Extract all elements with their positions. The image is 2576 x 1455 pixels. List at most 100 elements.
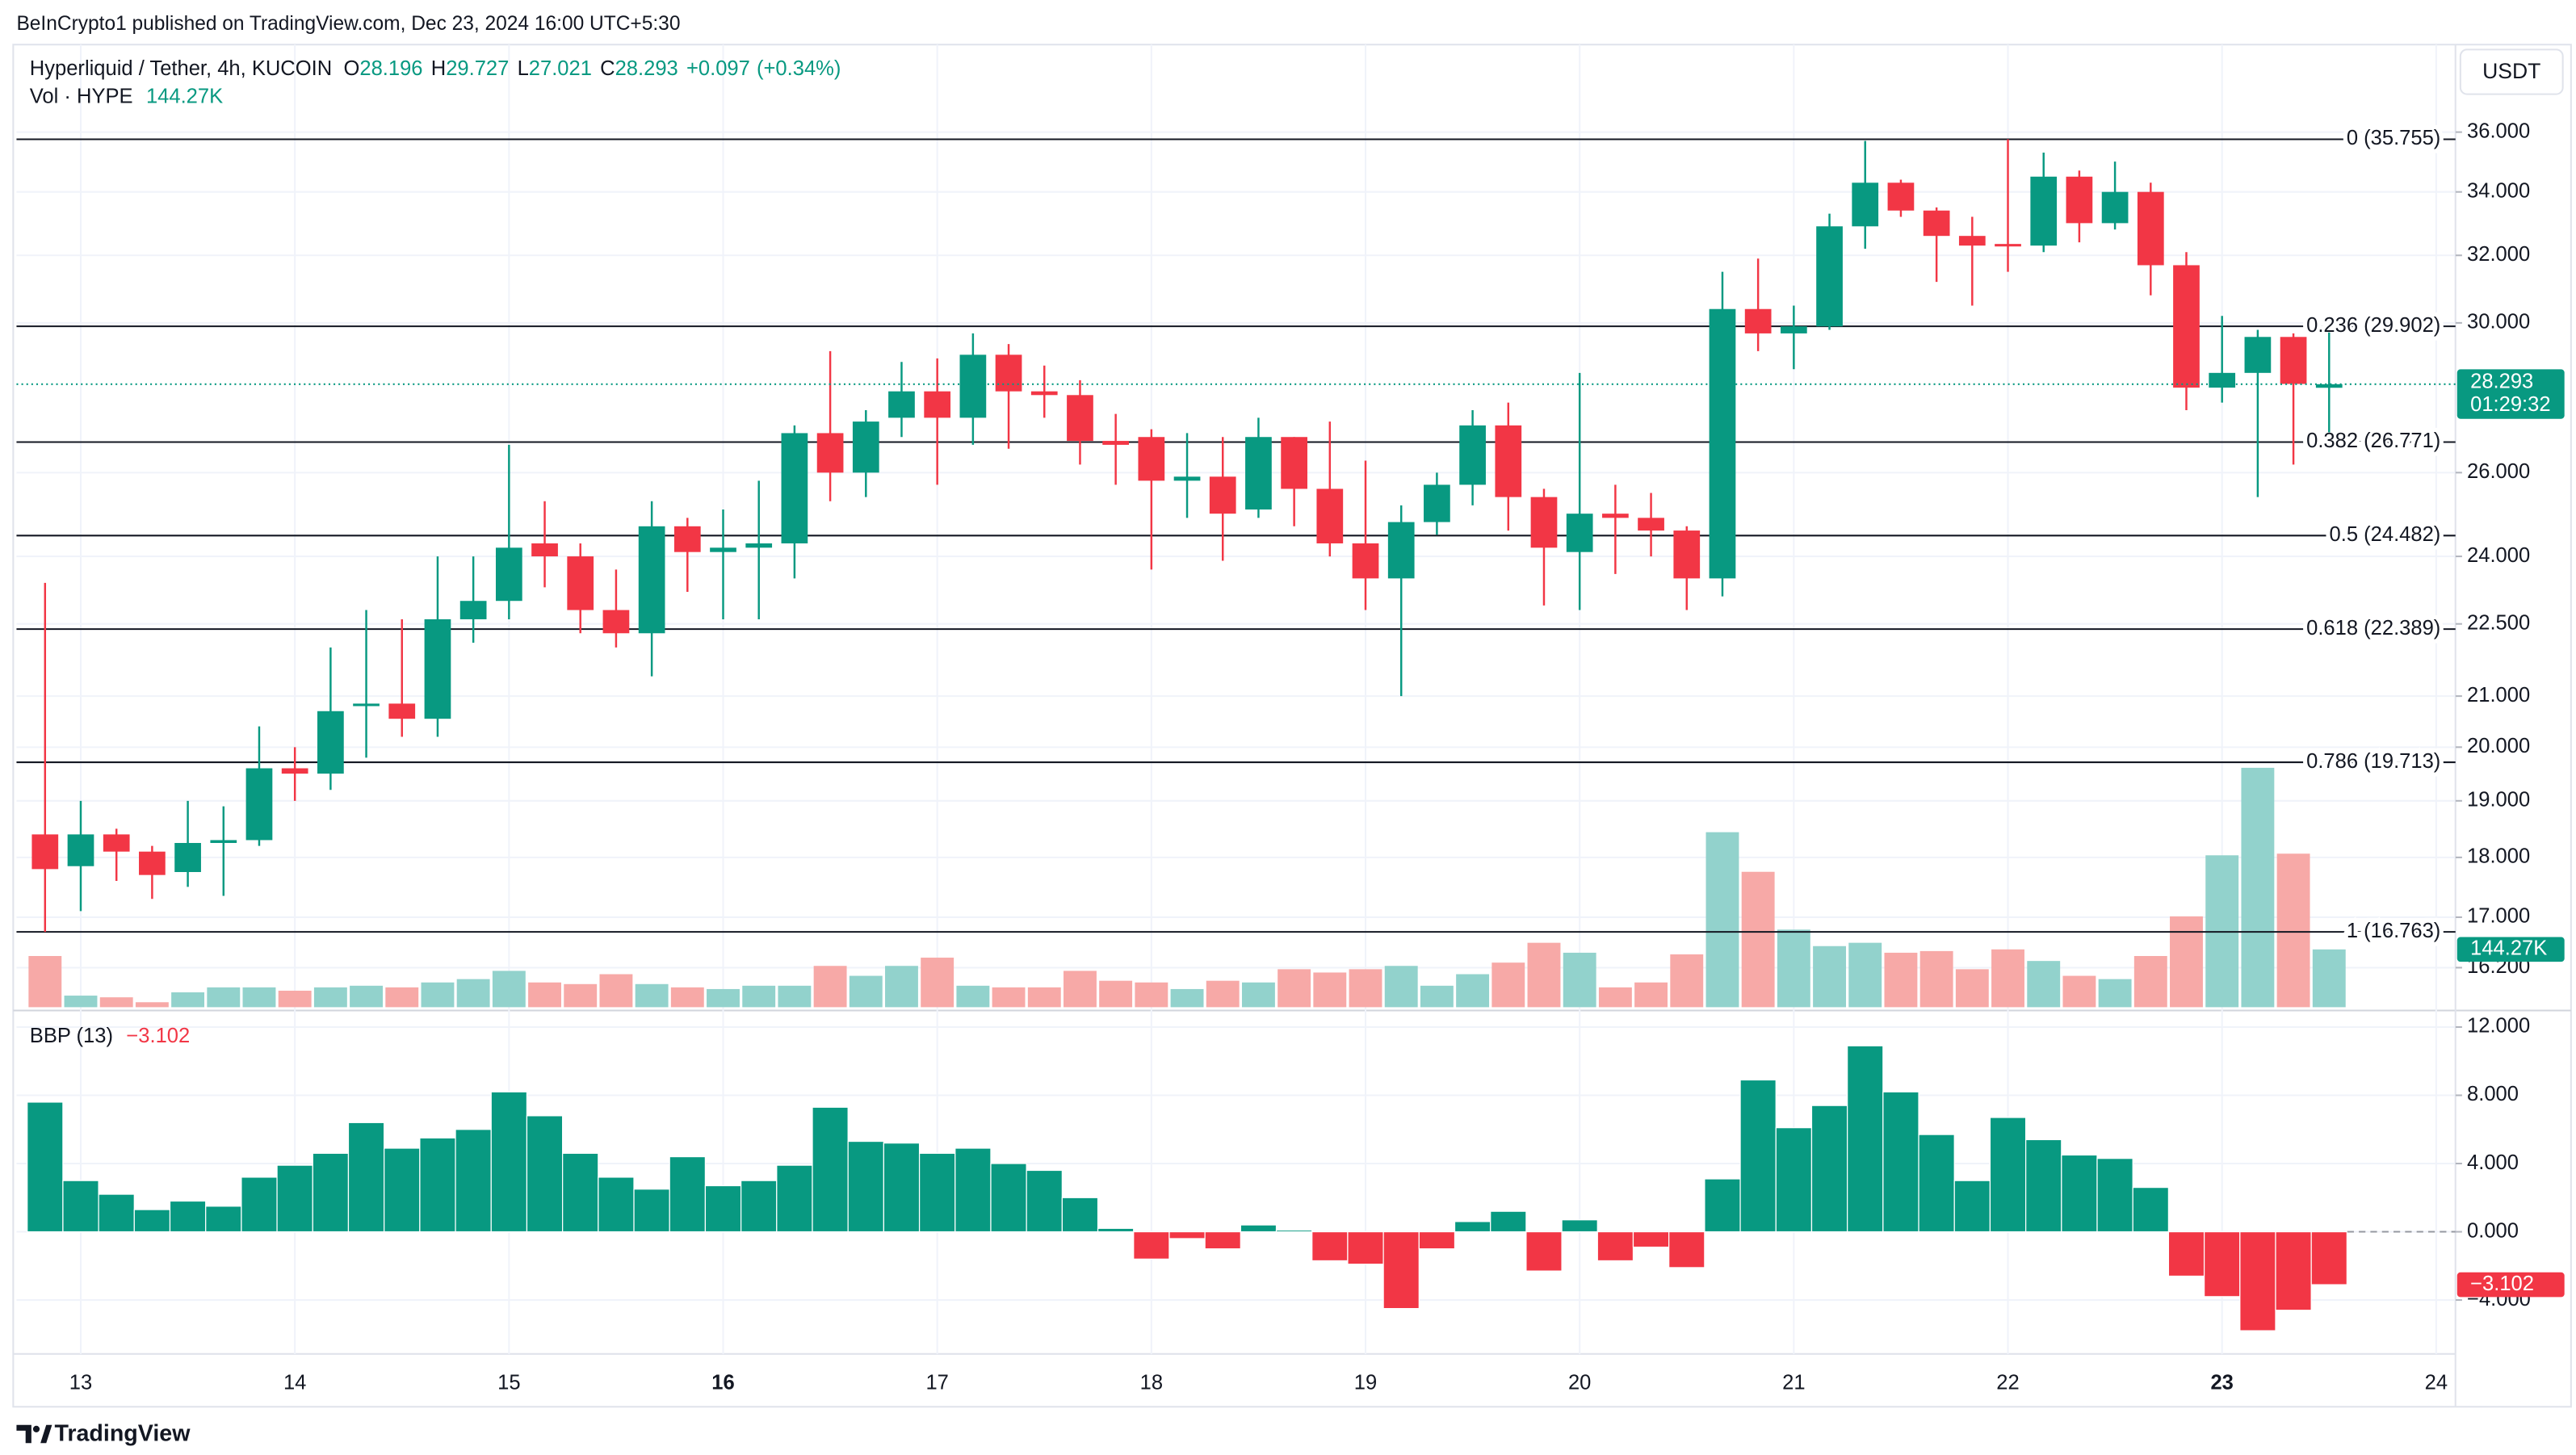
- countdown: 01:29:32: [2470, 393, 2550, 416]
- volume-bar: [1634, 982, 1668, 1008]
- volume-bar: [921, 958, 954, 1008]
- volume-bar: [1384, 966, 1418, 1008]
- volume-bar: [421, 982, 455, 1008]
- bbp-bar: [526, 1115, 564, 1233]
- volume-bar: [135, 1002, 169, 1008]
- bbp-bar: [954, 1147, 992, 1233]
- legend-title: Hyperliquid / Tether, 4h, KUCOIN: [30, 57, 332, 80]
- candle-body: [1459, 425, 1486, 485]
- bbp-bar: [2132, 1186, 2170, 1233]
- bbp-bar: [241, 1176, 278, 1233]
- y-tick-label: 32.000: [2467, 243, 2530, 266]
- volume-bar: [2098, 979, 2132, 1008]
- candles: [31, 139, 2343, 933]
- volume-bar: [99, 997, 133, 1008]
- x-tick-label: 16: [711, 1371, 734, 1394]
- volume-bar: [242, 987, 276, 1008]
- y-tick-label: 22.500: [2467, 611, 2530, 634]
- ohlc-value: 28.293: [615, 57, 678, 80]
- ohlc-value: 27.021: [529, 57, 592, 80]
- candle-body: [1495, 425, 1522, 497]
- bbp-bar: [812, 1106, 849, 1233]
- volume-bar: [1670, 954, 1704, 1008]
- candle-body: [31, 834, 59, 870]
- candle-body: [1387, 522, 1415, 579]
- currency-label[interactable]: USDT: [2482, 59, 2540, 83]
- y-tick-label: 26.000: [2467, 460, 2530, 483]
- logo-icon: [16, 1424, 31, 1444]
- x-tick-label: 19: [1354, 1371, 1377, 1394]
- x-tick-label: 24: [2425, 1371, 2448, 1394]
- y-tick-label: 12.000: [2467, 1015, 2530, 1038]
- bbp-bar: [2275, 1231, 2312, 1311]
- bbp-bar: [1775, 1127, 1813, 1233]
- y-tick-label: 19.000: [2467, 789, 2530, 811]
- volume-bar: [1741, 871, 1775, 1008]
- candle-body: [1923, 210, 1950, 237]
- candle-body: [1030, 391, 1058, 396]
- volume-bar: [1420, 985, 1454, 1008]
- volume-bar: [171, 992, 205, 1008]
- bbp-title: BBP (13): [30, 1025, 113, 1047]
- bbp-bar: [1026, 1169, 1063, 1233]
- candle-body: [67, 834, 94, 866]
- bbp-bar: [1668, 1231, 1705, 1268]
- bbp-bar: [1632, 1231, 1670, 1248]
- candle-body: [1958, 236, 1986, 246]
- logo-icon: [32, 1425, 40, 1432]
- bbp-bar: [704, 1185, 742, 1233]
- volume-bar: [670, 987, 704, 1008]
- bbp-bar: [1418, 1231, 1456, 1250]
- bbp-bar: [1953, 1180, 1991, 1233]
- frame: [12, 44, 2572, 1408]
- volume-bar: [1848, 942, 1882, 1008]
- bbp-tag-label: −3.102: [2470, 1273, 2534, 1295]
- bbp-bar: [1561, 1219, 1598, 1233]
- volume-bar: [813, 966, 847, 1008]
- candle-body: [816, 433, 844, 473]
- bbp-bar: [1847, 1045, 1884, 1233]
- plot-area: 13 14 15 16 17 18 19 20 21 22 23 24 36.000 34.000 32.0…: [16, 44, 2565, 1394]
- volume-bar: [528, 982, 561, 1008]
- bbp-bar: [1596, 1231, 1634, 1262]
- volume-bar: [1241, 982, 1275, 1008]
- change-percent: (+0.34%): [757, 57, 841, 80]
- candle-body: [995, 354, 1022, 392]
- y-tick-label: 18.000: [2467, 845, 2530, 868]
- fib-label: 1 (16.763): [2347, 920, 2440, 942]
- volume-bar: [742, 985, 776, 1008]
- candle-body: [139, 851, 166, 875]
- bbp-bar: [562, 1152, 599, 1233]
- candle-body: [245, 768, 273, 841]
- volume-bar: [1099, 980, 1133, 1008]
- y-tick-label: 30.000: [2467, 311, 2530, 333]
- x-tick-label: 15: [497, 1371, 520, 1394]
- bbp-bar: [62, 1180, 99, 1233]
- bbp-bars: [27, 1045, 2347, 1331]
- fib-label: 0.5 (24.482): [2330, 523, 2441, 546]
- bbp-bar: [2025, 1138, 2062, 1233]
- candle-body: [1852, 182, 1879, 227]
- bbp-bar: [2239, 1231, 2276, 1331]
- volume-bar: [385, 987, 419, 1008]
- bbp-bar: [455, 1129, 492, 1233]
- candle-body: [2280, 337, 2307, 384]
- bbp-value: −3.102: [126, 1025, 190, 1047]
- candle-body: [495, 547, 522, 602]
- bbp-bar: [1311, 1231, 1349, 1262]
- volume-bars: [28, 767, 2346, 1008]
- volume-bar: [1313, 972, 1347, 1008]
- bbp-bar: [1882, 1091, 1919, 1233]
- volume-bar: [2312, 949, 2346, 1008]
- bbp-bar: [2310, 1231, 2347, 1285]
- last-price-tag: [2456, 369, 2565, 419]
- currency-button[interactable]: [2459, 48, 2564, 95]
- volume-bar: [1349, 969, 1382, 1008]
- fib-label: 0 (35.755): [2347, 127, 2440, 149]
- bbp-bar: [1739, 1079, 1777, 1233]
- bbp-bar: [740, 1180, 778, 1233]
- volume-bar: [2170, 916, 2203, 1008]
- bbp-bar: [883, 1143, 921, 1233]
- x-tick-label: 13: [69, 1371, 92, 1394]
